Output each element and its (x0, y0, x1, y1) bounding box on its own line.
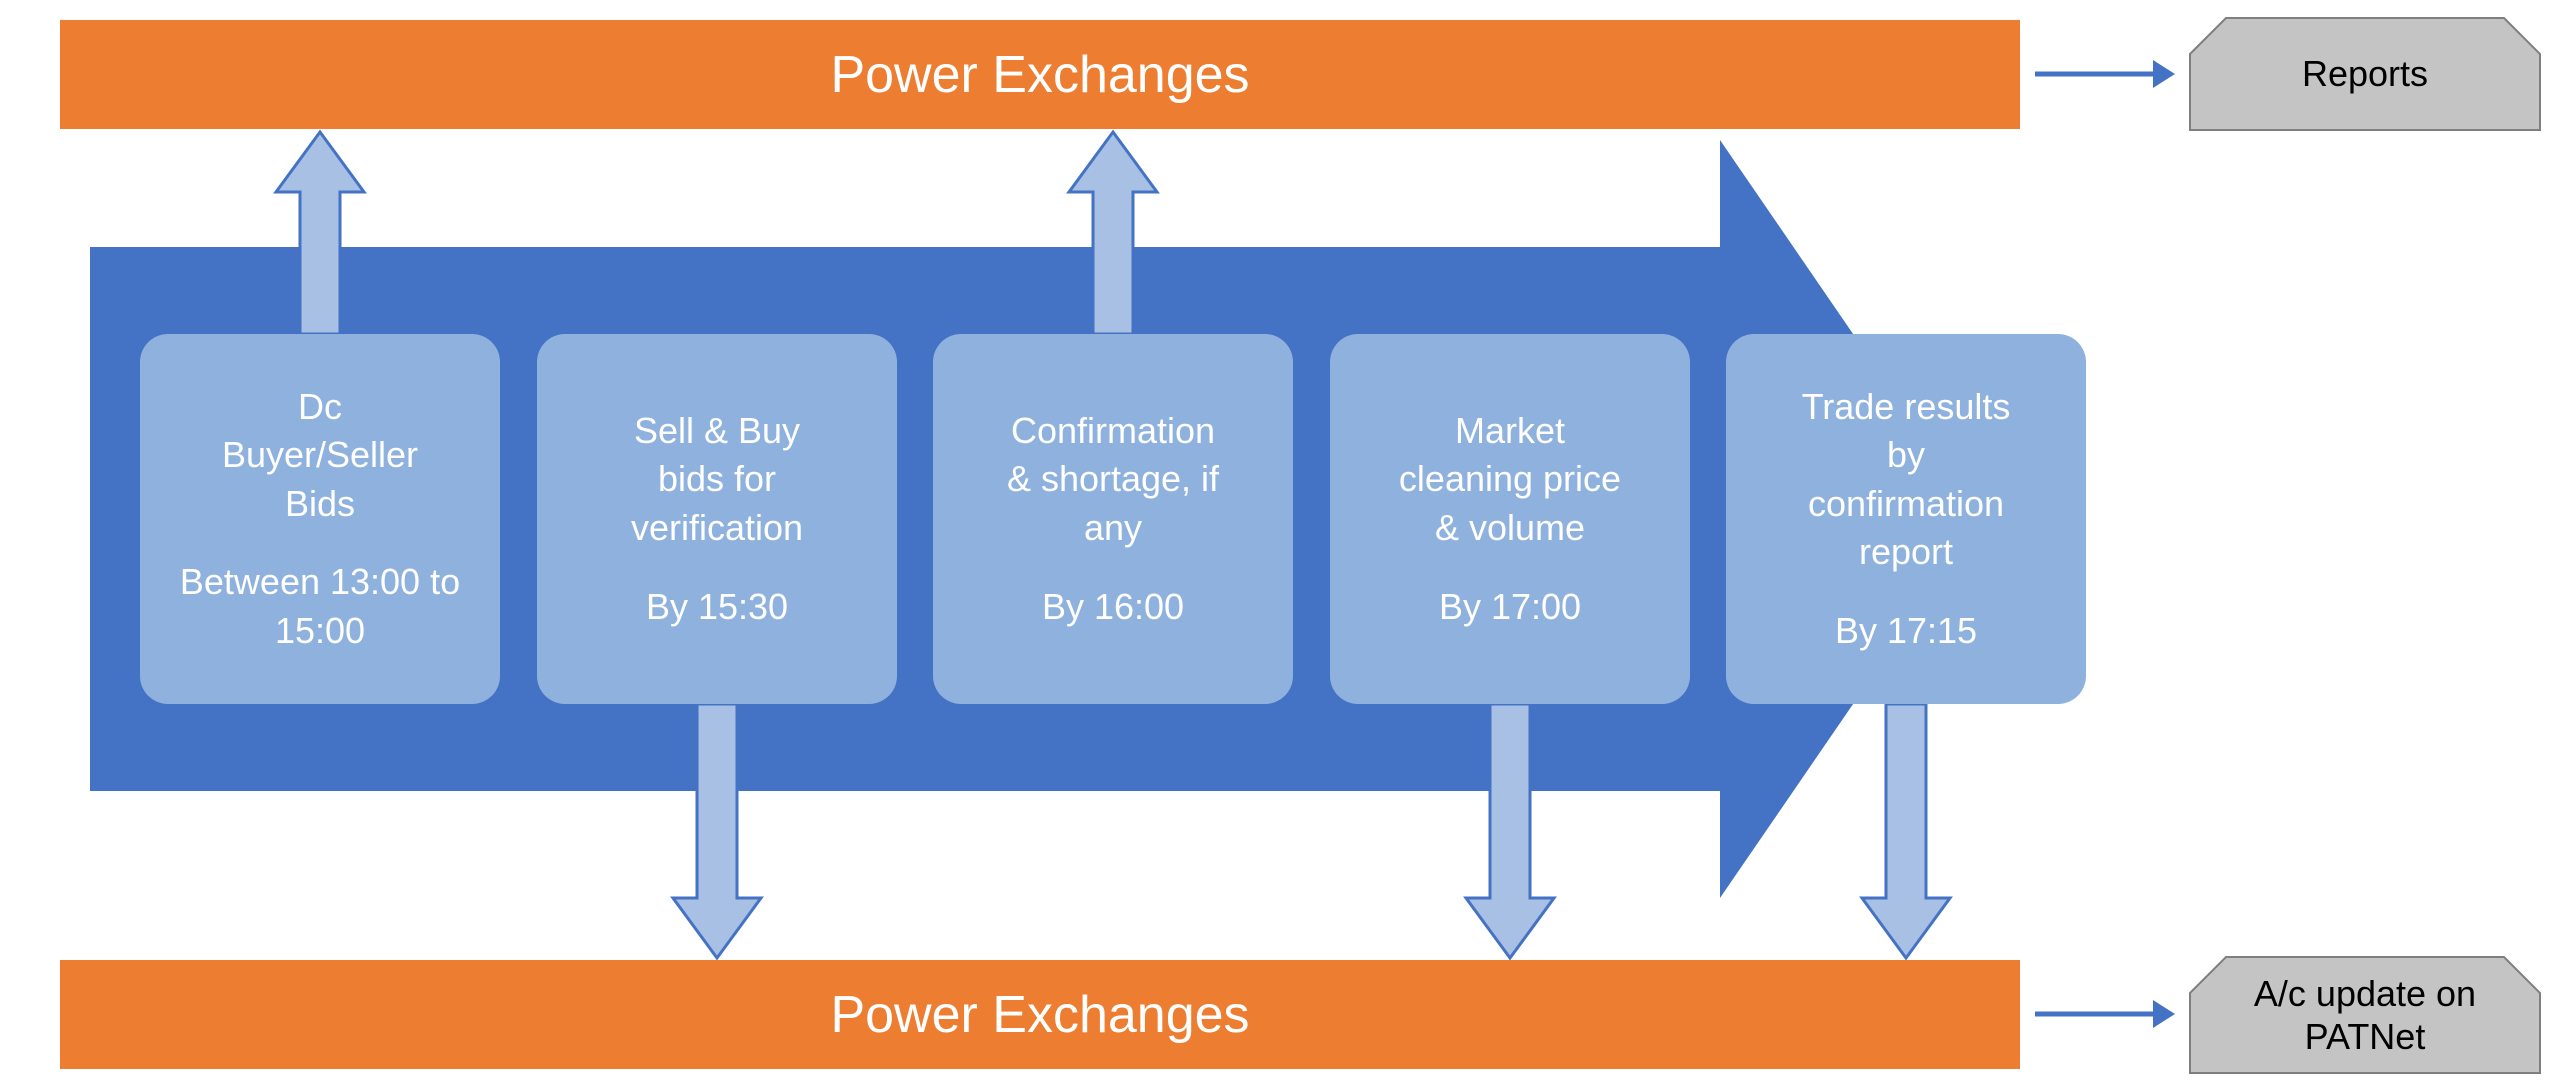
reports-box: Reports (2190, 18, 2540, 130)
bar-bottom-label: Power Exchanges (830, 985, 1249, 1045)
reports-label: Reports (2302, 52, 2428, 95)
step-time-0: Between 13:00 to 15:00 (160, 558, 480, 655)
thin-arrow-bottom (2035, 1000, 2175, 1028)
diagram-container: Power Exchanges Power Exchanges Dc Buyer… (0, 0, 2556, 1088)
account-update-label: A/c update on PATNet (2200, 972, 2530, 1058)
step-time-2: By 16:00 (1042, 583, 1184, 632)
step-box-2: Confirmation & shortage, if any By 16:00 (933, 334, 1293, 704)
step-box-0: Dc Buyer/Seller Bids Between 13:00 to 15… (140, 334, 500, 704)
step-title-1: Sell & Buy bids for verification (631, 407, 803, 553)
step-time-4: By 17:15 (1835, 607, 1977, 656)
down-arrow-2 (1862, 704, 1950, 958)
step-box-4: Trade results by confirmation report By … (1726, 334, 2086, 704)
step-title-3: Market cleaning price & volume (1399, 407, 1621, 553)
step-title-4: Trade results by confirmation report (1802, 383, 2011, 577)
thin-arrow-top (2035, 60, 2175, 88)
account-update-box: A/c update on PATNet (2190, 957, 2540, 1073)
step-time-1: By 15:30 (646, 583, 788, 632)
step-box-1: Sell & Buy bids for verification By 15:3… (537, 334, 897, 704)
bar-top-label: Power Exchanges (830, 45, 1249, 105)
step-title-2: Confirmation & shortage, if any (1007, 407, 1219, 553)
power-exchanges-bar-top: Power Exchanges (60, 20, 2020, 129)
power-exchanges-bar-bottom: Power Exchanges (60, 960, 2020, 1069)
step-box-3: Market cleaning price & volume By 17:00 (1330, 334, 1690, 704)
step-title-0: Dc Buyer/Seller Bids (222, 383, 418, 529)
step-time-3: By 17:00 (1439, 583, 1581, 632)
